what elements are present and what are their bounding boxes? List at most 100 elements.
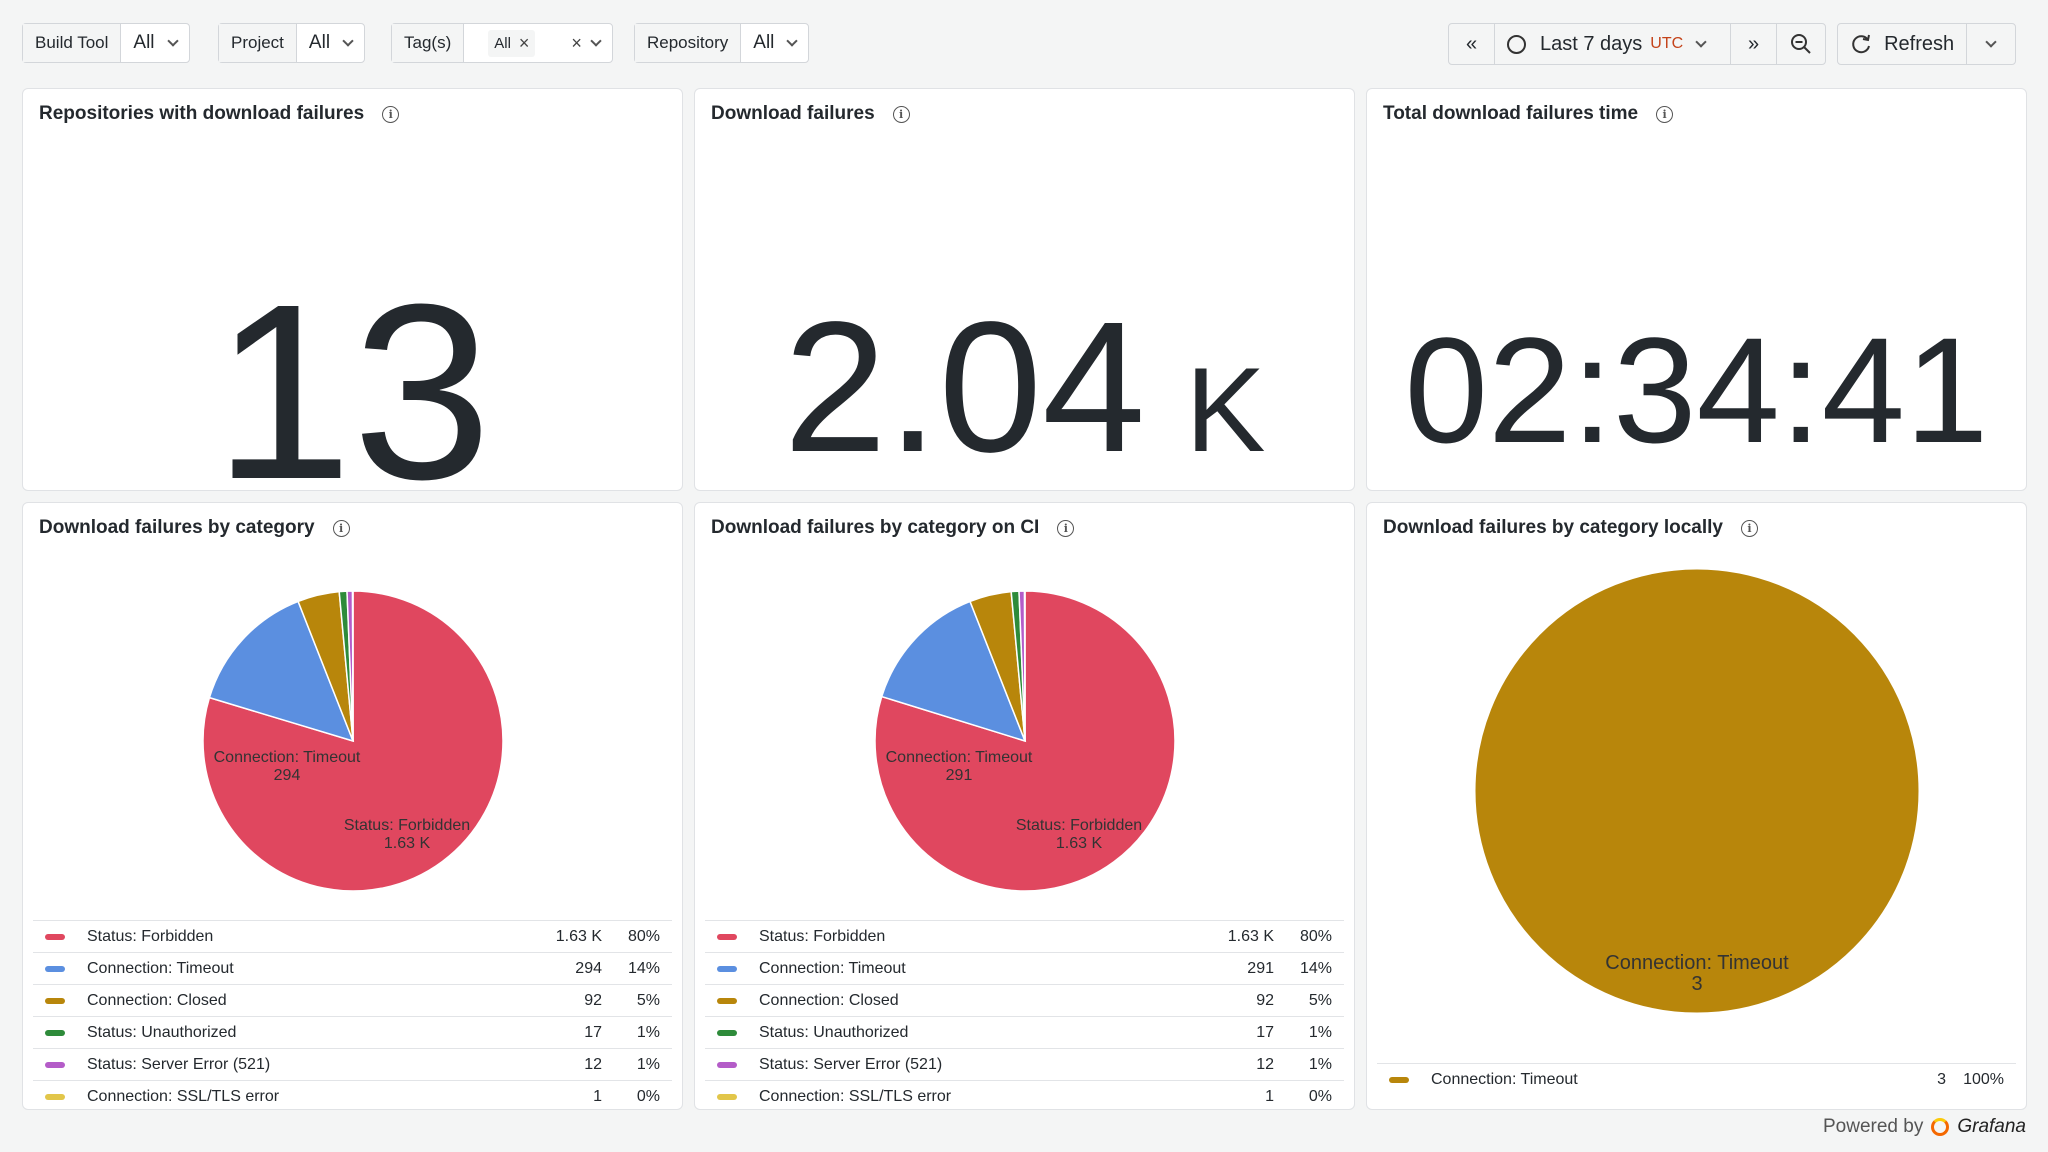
legend-row[interactable]: Status: Server Error (521) 12 1% (33, 1048, 672, 1080)
info-icon[interactable]: i (1656, 105, 1674, 123)
pie-slice[interactable] (1474, 568, 1920, 1014)
shift-forward-button[interactable]: » (1731, 24, 1777, 64)
legend-value: 291 (1247, 959, 1274, 977)
stat-unit: K (1185, 343, 1266, 477)
stat-value: 13 (23, 267, 682, 491)
legend-name: Connection: SSL/TLS error (87, 1087, 280, 1105)
info-icon[interactable]: i (892, 105, 910, 123)
filter-build-tool[interactable]: Build Tool All (22, 23, 190, 63)
refresh-interval-dropdown[interactable] (1967, 24, 2015, 64)
grafana-logo-icon (1931, 1118, 1950, 1136)
legend-name: Connection: Timeout (1431, 1070, 1578, 1088)
zoom-out-button[interactable] (1777, 24, 1825, 64)
pie-chart[interactable]: Connection: Timeout 291 Status: Forbidde… (695, 563, 1355, 893)
legend-percent: 5% (1308, 991, 1332, 1009)
filter-value[interactable]: All × × (464, 24, 612, 62)
remove-tag-icon[interactable]: × (518, 32, 530, 53)
chevron-down-icon (166, 34, 179, 47)
legend-value: 92 (584, 991, 602, 1009)
legend-percent: 1% (1308, 1055, 1332, 1073)
legend-value: 1 (593, 1087, 602, 1105)
filter-repository[interactable]: Repository All (634, 23, 810, 63)
pie-label-b-name: Status: Forbidden (344, 817, 470, 834)
legend-row[interactable]: Connection: Timeout 291 14% (705, 952, 1344, 984)
pie-chart[interactable]: Connection: Timeout 294 Status: Forbidde… (23, 563, 683, 893)
shift-back-button[interactable]: « (1449, 24, 1495, 64)
pie-label-a-value: 3 (1691, 973, 1702, 995)
panel-title-text: Download failures by category on CI (711, 517, 1040, 538)
panel-title: Download failures by category i (39, 517, 350, 539)
stat-value: 2.04 K (695, 295, 1354, 490)
legend-name: Connection: SSL/TLS error (759, 1087, 952, 1105)
grafana-brand[interactable]: Grafana (1957, 1116, 2026, 1137)
legend-value: 17 (1256, 1023, 1274, 1041)
legend-percent: 0% (636, 1087, 660, 1105)
legend-name: Status: Server Error (521) (759, 1055, 943, 1073)
legend-row[interactable]: Connection: SSL/TLS error 1 0% (33, 1080, 672, 1109)
legend-row[interactable]: Connection: Timeout 3 100% (1377, 1063, 2016, 1095)
tag-chip[interactable]: All × (488, 29, 536, 57)
pie-legend: Status: Forbidden 1.63 K 80% Connection: Ti… (705, 920, 1344, 1109)
stat-panel-download-failures: Download failures i 2.04 K (694, 88, 1355, 491)
info-icon[interactable]: i (1057, 519, 1075, 537)
legend-row[interactable]: Connection: SSL/TLS error 1 0% (705, 1080, 1344, 1109)
pie-slice[interactable] (208, 600, 355, 743)
refresh-button[interactable]: Refresh (1838, 24, 1968, 64)
legend-percent: 14% (1299, 959, 1332, 977)
panel-title-text: Download failures by category (39, 517, 315, 538)
chevron-down-icon (1985, 35, 1997, 48)
stat-value-text: 2.04 (783, 284, 1146, 491)
legend-row[interactable]: Status: Server Error (521) 12 1% (705, 1048, 1344, 1080)
panel-title-text: Repositories with download failures (39, 103, 365, 124)
pie-label-a-name: Connection: Timeout (886, 749, 1033, 766)
legend-row[interactable]: Connection: Closed 92 5% (33, 984, 672, 1016)
info-icon[interactable]: i (382, 105, 400, 123)
legend-swatch (45, 965, 65, 972)
stat-panel-failures-time: Total download failures time i 02:34:41 (1366, 88, 2027, 491)
pie-panel-by-category-ci: Download failures by category on CI i Con… (694, 502, 1355, 1110)
pie-chart[interactable]: Connection: Timeout 3 (1367, 563, 2027, 1023)
panel-title: Download failures i (711, 103, 910, 125)
legend-value: 12 (584, 1055, 602, 1073)
filter-value[interactable]: All (297, 24, 364, 62)
pie-label-a-value: 291 (946, 767, 973, 784)
chevron-down-icon (786, 34, 799, 47)
stat-value: 02:34:41 (1367, 315, 2026, 465)
pie-label-b-value: 1.63 K (384, 835, 431, 852)
clear-icon[interactable]: × (571, 32, 582, 53)
legend-name: Connection: Closed (759, 991, 899, 1009)
legend-row[interactable]: Connection: Timeout 294 14% (33, 952, 672, 984)
pie-label-a-name: Connection: Timeout (1605, 952, 1789, 974)
legend-value: 3 (1937, 1070, 1946, 1088)
legend-row[interactable]: Status: Forbidden 1.63 K 80% (705, 920, 1344, 952)
time-picker-button[interactable]: Last 7 days UTC (1495, 24, 1731, 64)
refresh-label: Refresh (1884, 32, 1955, 55)
refresh-icon (1852, 34, 1871, 54)
chevron-down-icon (1695, 35, 1707, 48)
filter-value[interactable]: All (741, 24, 808, 62)
filter-project[interactable]: Project All (218, 23, 366, 63)
tag-chip-label: All (494, 34, 511, 52)
stat-panel-repositories: Repositories with download failures i 13 (22, 88, 683, 491)
panel-title: Repositories with download failures i (39, 103, 400, 125)
legend-name: Status: Forbidden (87, 927, 214, 945)
pie-label-a-value: 294 (274, 767, 301, 784)
legend-row[interactable]: Status: Unauthorized 17 1% (33, 1016, 672, 1048)
filter-value[interactable]: All (121, 24, 188, 62)
legend-row[interactable]: Status: Forbidden 1.63 K 80% (33, 920, 672, 952)
info-icon[interactable]: i (1741, 519, 1758, 537)
info-icon[interactable]: i (332, 519, 350, 537)
legend-swatch (1389, 1076, 1409, 1083)
legend-swatch (45, 933, 65, 940)
chevron-down-icon (342, 34, 354, 47)
panel-title-text: Download failures by category locally (1383, 517, 1723, 538)
legend-name: Connection: Timeout (759, 959, 906, 977)
filter-tags[interactable]: Tag(s) All × × (391, 23, 613, 63)
legend-percent: 5% (636, 991, 660, 1009)
legend-row[interactable]: Connection: Closed 92 5% (705, 984, 1344, 1016)
pie-slice[interactable] (880, 600, 1027, 743)
legend-row[interactable]: Status: Unauthorized 17 1% (705, 1016, 1344, 1048)
chevron-down-icon (590, 34, 602, 47)
legend-name: Status: Server Error (521) (87, 1055, 271, 1073)
footer: Powered by Grafana (1823, 1116, 2026, 1138)
